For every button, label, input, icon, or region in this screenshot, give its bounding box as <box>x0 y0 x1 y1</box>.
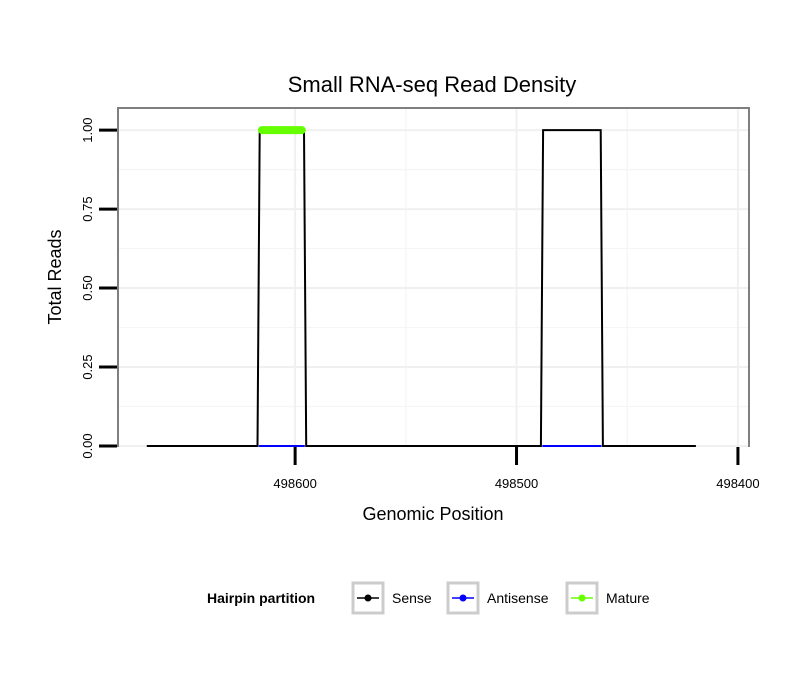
y-axis-title: Total Reads <box>45 229 65 324</box>
y-tick-label: 1.00 <box>80 117 95 142</box>
grid-lines <box>119 109 748 447</box>
plot-panel <box>117 107 750 447</box>
series-layer <box>146 126 696 447</box>
legend-key-sense-dot <box>364 594 372 602</box>
y-tick-label: 0.25 <box>80 354 95 379</box>
legend-label-sense: Sense <box>392 590 432 606</box>
y-tick-label: 0.50 <box>80 275 95 300</box>
legend: Hairpin partition Sense Antisense Mature <box>207 581 650 615</box>
chart-title: Small RNA-seq Read Density <box>288 72 577 97</box>
x-tick-label: 498400 <box>716 476 759 491</box>
legend-label-antisense: Antisense <box>487 590 549 606</box>
legend-label-mature: Mature <box>606 590 650 606</box>
series-line-sense <box>146 129 696 447</box>
x-axis-title: Genomic Position <box>362 504 503 524</box>
legend-title: Hairpin partition <box>207 590 315 606</box>
legend-key-mature-dot <box>578 594 586 602</box>
x-tick-label: 498500 <box>495 476 538 491</box>
axes: 0.00 0.25 0.50 0.75 1.00 498600 498500 498400 <box>80 117 760 491</box>
y-tick-label: 0.75 <box>80 196 95 221</box>
legend-key-antisense-dot <box>459 594 467 602</box>
y-tick-label: 0.00 <box>80 433 95 458</box>
x-tick-label: 498600 <box>273 476 316 491</box>
